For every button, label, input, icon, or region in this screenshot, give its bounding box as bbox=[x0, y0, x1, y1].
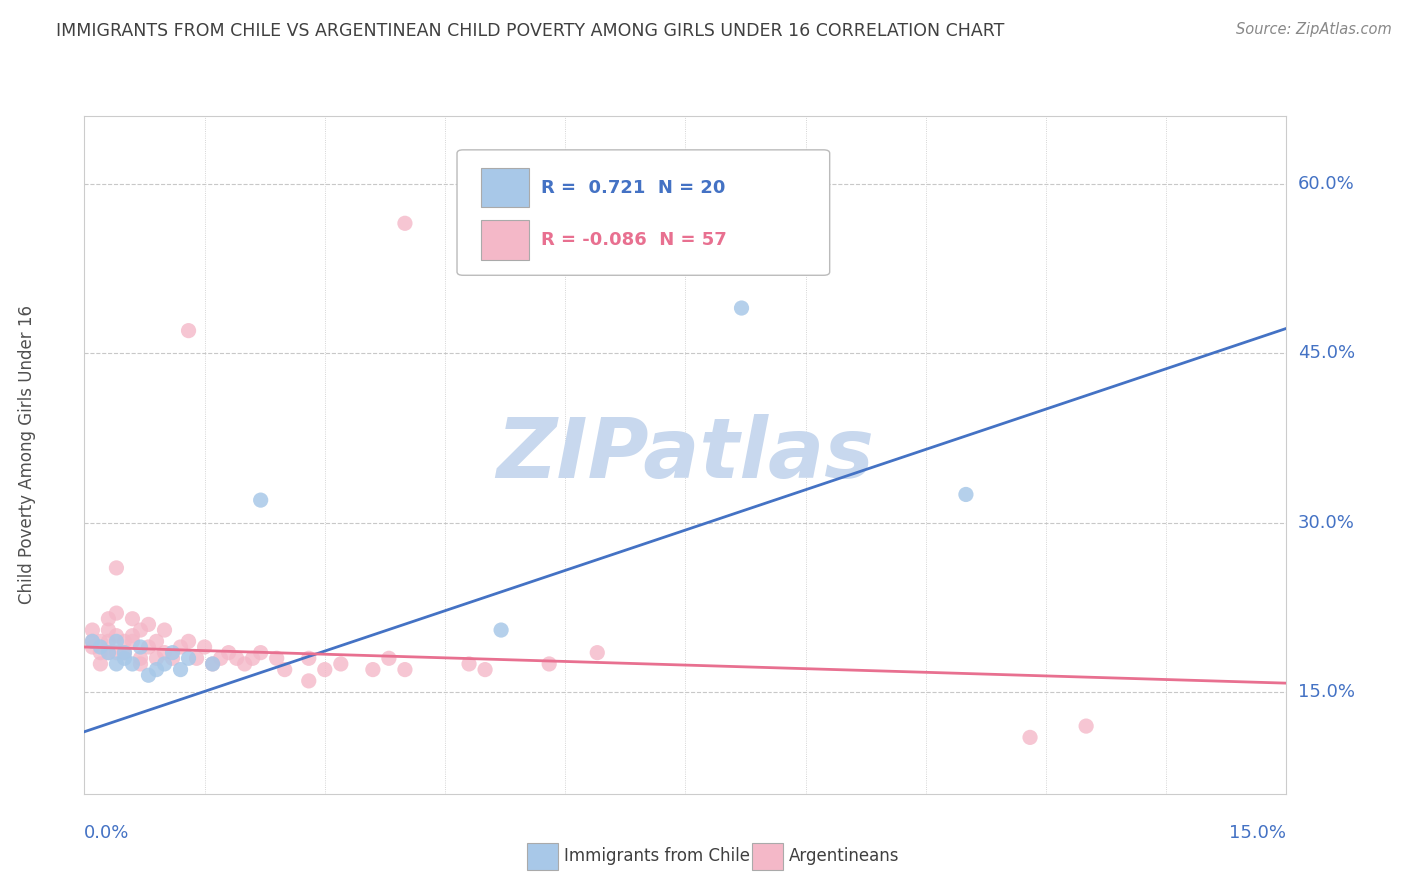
FancyBboxPatch shape bbox=[481, 220, 529, 260]
Point bbox=[394, 216, 416, 230]
Point bbox=[153, 657, 176, 671]
Point bbox=[138, 617, 160, 632]
Point bbox=[474, 663, 496, 677]
Point bbox=[1076, 719, 1098, 733]
Text: ZIPatlas: ZIPatlas bbox=[496, 415, 875, 495]
Point bbox=[121, 629, 143, 643]
Point bbox=[169, 663, 191, 677]
Point bbox=[177, 651, 200, 665]
Point bbox=[121, 612, 143, 626]
Text: 0.0%: 0.0% bbox=[84, 824, 129, 842]
Text: IMMIGRANTS FROM CHILE VS ARGENTINEAN CHILD POVERTY AMONG GIRLS UNDER 16 CORRELAT: IMMIGRANTS FROM CHILE VS ARGENTINEAN CHI… bbox=[56, 22, 1005, 40]
Point bbox=[186, 651, 208, 665]
Text: R = -0.086  N = 57: R = -0.086 N = 57 bbox=[541, 231, 727, 249]
Point bbox=[82, 634, 104, 648]
Point bbox=[89, 646, 111, 660]
Text: 60.0%: 60.0% bbox=[1298, 175, 1354, 193]
Point bbox=[105, 629, 128, 643]
Point bbox=[378, 651, 401, 665]
Point bbox=[169, 640, 191, 654]
Point bbox=[89, 634, 111, 648]
Point bbox=[298, 651, 321, 665]
Text: R =  0.721  N = 20: R = 0.721 N = 20 bbox=[541, 178, 725, 197]
Point bbox=[489, 623, 512, 637]
Point bbox=[394, 663, 416, 677]
Point bbox=[201, 657, 224, 671]
Text: 30.0%: 30.0% bbox=[1298, 514, 1354, 532]
Point bbox=[114, 646, 135, 660]
Point bbox=[145, 651, 167, 665]
Point bbox=[97, 646, 120, 660]
Point bbox=[138, 640, 160, 654]
Point bbox=[249, 493, 271, 508]
Point bbox=[162, 646, 184, 660]
Point bbox=[1019, 731, 1042, 745]
Point bbox=[209, 651, 232, 665]
Text: Argentineans: Argentineans bbox=[789, 847, 900, 865]
Point bbox=[145, 663, 167, 677]
Point bbox=[314, 663, 336, 677]
Point bbox=[145, 634, 167, 648]
Point bbox=[105, 646, 128, 660]
Point bbox=[586, 646, 609, 660]
Point bbox=[274, 663, 297, 677]
Point bbox=[129, 640, 152, 654]
FancyBboxPatch shape bbox=[481, 169, 529, 208]
Point bbox=[97, 646, 120, 660]
Point bbox=[955, 487, 977, 501]
Point bbox=[82, 640, 104, 654]
Point bbox=[105, 606, 128, 620]
Point bbox=[329, 657, 352, 671]
Point bbox=[129, 623, 152, 637]
Point bbox=[730, 301, 752, 315]
Point bbox=[82, 623, 104, 637]
Point bbox=[82, 634, 104, 648]
Point bbox=[121, 657, 143, 671]
FancyBboxPatch shape bbox=[457, 150, 830, 276]
Text: 15.0%: 15.0% bbox=[1298, 683, 1354, 701]
Point bbox=[97, 623, 120, 637]
Text: Child Poverty Among Girls Under 16: Child Poverty Among Girls Under 16 bbox=[18, 305, 35, 605]
Point bbox=[177, 634, 200, 648]
Point bbox=[538, 657, 561, 671]
Point bbox=[266, 651, 288, 665]
Point bbox=[121, 634, 143, 648]
Point bbox=[249, 646, 271, 660]
Point bbox=[458, 657, 481, 671]
Point bbox=[129, 657, 152, 671]
Point bbox=[129, 651, 152, 665]
Point bbox=[361, 663, 384, 677]
Point bbox=[194, 640, 217, 654]
Point bbox=[97, 634, 120, 648]
Point bbox=[114, 651, 135, 665]
Point bbox=[225, 651, 247, 665]
Point bbox=[242, 651, 264, 665]
Text: Immigrants from Chile: Immigrants from Chile bbox=[564, 847, 749, 865]
Point bbox=[201, 657, 224, 671]
Point bbox=[89, 640, 111, 654]
Point bbox=[114, 646, 135, 660]
Point bbox=[97, 612, 120, 626]
Point bbox=[153, 646, 176, 660]
Point bbox=[177, 324, 200, 338]
Point bbox=[218, 646, 240, 660]
Point bbox=[114, 634, 135, 648]
Point bbox=[298, 673, 321, 688]
Text: Source: ZipAtlas.com: Source: ZipAtlas.com bbox=[1236, 22, 1392, 37]
Point bbox=[105, 561, 128, 575]
Point bbox=[105, 657, 128, 671]
Text: 45.0%: 45.0% bbox=[1298, 344, 1355, 362]
Point bbox=[233, 657, 256, 671]
Point bbox=[162, 651, 184, 665]
Text: 15.0%: 15.0% bbox=[1229, 824, 1286, 842]
Point bbox=[138, 668, 160, 682]
Point bbox=[105, 634, 128, 648]
Point bbox=[89, 657, 111, 671]
Point bbox=[153, 623, 176, 637]
